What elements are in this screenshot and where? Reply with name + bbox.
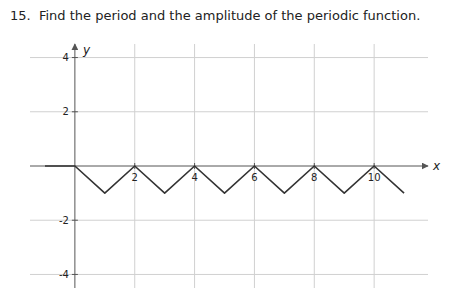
x-label: x [432, 159, 441, 173]
grid-line [30, 57, 428, 58]
x-tick-label: 10 [368, 172, 381, 183]
chart: 15. Find the period and the amplitude of… [0, 0, 453, 298]
grid-line [30, 274, 428, 275]
y-tick-label: -2 [59, 215, 69, 226]
y-tick [72, 220, 78, 221]
x-axis [30, 166, 428, 167]
y-tick [72, 274, 78, 275]
x-tick-label: 4 [191, 172, 197, 183]
y-tick-label: -4 [59, 269, 69, 280]
y-tick-label: 4 [63, 52, 69, 63]
x-tick-label: 8 [311, 172, 317, 183]
title: 15. Find the period and the amplitude of… [10, 8, 420, 23]
y-label: y [82, 43, 91, 57]
grid-line [30, 111, 428, 112]
x-tick-label: 6 [251, 172, 257, 183]
plot-area [45, 166, 404, 193]
x-tick-label: 2 [132, 172, 138, 183]
y-tick-label: 2 [63, 106, 69, 117]
wave-line [45, 166, 404, 193]
grid-line [30, 220, 428, 221]
y-tick [72, 111, 78, 112]
y-tick [72, 57, 78, 58]
